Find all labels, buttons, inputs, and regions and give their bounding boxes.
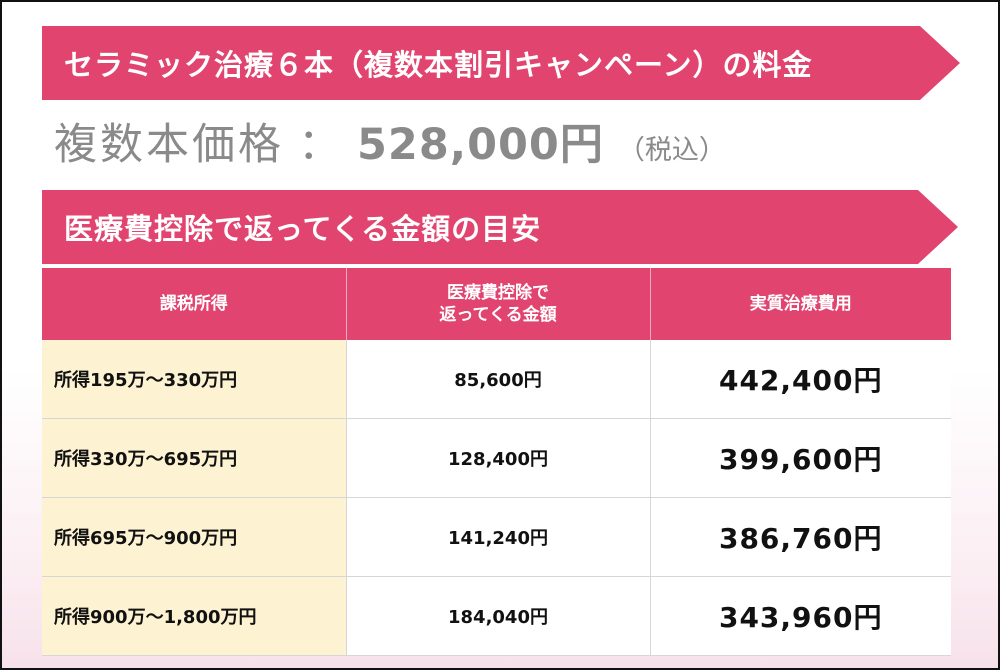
- campaign-price-banner: セラミック治療６本（複数本割引キャンペーン）の料金: [42, 26, 960, 100]
- refund-table: 課税所得 医療費控除で 返ってくる金額 実質治療費用 所得195万〜330万円 …: [42, 268, 951, 656]
- net-cost-cell: 442,400円: [650, 340, 951, 419]
- table-header-row: 課税所得 医療費控除で 返ってくる金額 実質治療費用: [42, 268, 951, 340]
- campaign-price-title: セラミック治療６本（複数本割引キャンペーン）の料金: [64, 48, 813, 82]
- header-refund-line2: 返ってくる金額: [439, 305, 557, 325]
- price-label: 複数本価格: [54, 120, 284, 170]
- income-cell: 所得695万〜900万円: [42, 497, 347, 577]
- refund-estimate-banner: 医療費控除で返ってくる金額の目安: [42, 190, 958, 264]
- refund-cell: 184,040円: [346, 576, 651, 656]
- header-net-cost: 実質治療費用: [650, 268, 951, 340]
- table-row: 所得695万〜900万円 141,240円 386,760円: [42, 497, 951, 577]
- multi-tooth-price: 複数本価格 ： 528,000円 （税込）: [54, 110, 726, 172]
- price-amount: 528,000円: [357, 120, 604, 170]
- income-cell: 所得900万〜1,800万円: [42, 576, 347, 656]
- refund-cell: 141,240円: [346, 497, 651, 577]
- refund-estimate-title: 医療費控除で返ってくる金額の目安: [64, 212, 542, 246]
- tax-note: （税込）: [617, 135, 726, 166]
- header-refund-line1: 医療費控除で: [447, 283, 549, 303]
- net-cost-cell: 343,960円: [650, 576, 951, 656]
- net-cost-cell: 399,600円: [650, 418, 951, 498]
- table-row: 所得195万〜330万円 85,600円 442,400円: [42, 340, 951, 419]
- table-row: 所得900万〜1,800万円 184,040円 343,960円: [42, 576, 951, 656]
- net-cost-cell: 386,760円: [650, 497, 951, 577]
- income-cell: 所得195万〜330万円: [42, 340, 347, 419]
- income-cell: 所得330万〜695万円: [42, 418, 347, 498]
- refund-cell: 128,400円: [346, 418, 651, 498]
- table-row: 所得330万〜695万円 128,400円 399,600円: [42, 418, 951, 498]
- header-income: 課税所得: [42, 268, 347, 340]
- refund-cell: 85,600円: [346, 340, 651, 419]
- price-colon: ：: [298, 120, 341, 170]
- header-refund: 医療費控除で 返ってくる金額: [346, 268, 651, 340]
